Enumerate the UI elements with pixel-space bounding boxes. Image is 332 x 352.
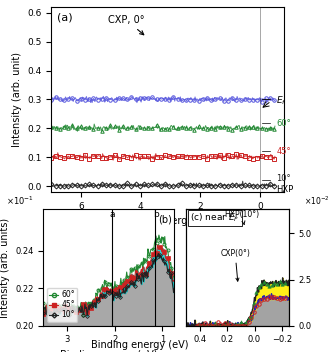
Y-axis label: Intensity (arb. unit): Intensity (arb. unit) <box>12 52 22 147</box>
Text: (a): (a) <box>57 13 73 23</box>
Text: CXP, 0°: CXP, 0° <box>108 15 144 35</box>
X-axis label: Binding energy (eV): Binding energy (eV) <box>60 350 157 352</box>
Text: 10°: 10° <box>277 174 291 183</box>
Y-axis label: Intensity (arb. units): Intensity (arb. units) <box>0 218 10 318</box>
Text: (c) near $E_F$: (c) near $E_F$ <box>190 212 240 224</box>
Text: Binding energy (eV): Binding energy (eV) <box>91 340 188 351</box>
Text: CXP(0°): CXP(0°) <box>220 249 250 281</box>
Text: a: a <box>110 210 116 219</box>
Text: $\times10^{-1}$: $\times10^{-1}$ <box>6 194 34 207</box>
Text: HXP(10°): HXP(10°) <box>224 210 260 225</box>
Text: $E_f$: $E_f$ <box>277 95 287 107</box>
Legend: 60°, 45°, 10°: 60°, 45°, 10° <box>47 288 77 322</box>
Text: 45°: 45° <box>277 147 291 156</box>
X-axis label: Binding energy (eV): Binding energy (eV) <box>119 216 216 226</box>
Text: (b): (b) <box>159 214 172 224</box>
Text: 60°: 60° <box>277 119 291 128</box>
Text: $\times10^{-2}$: $\times10^{-2}$ <box>304 194 330 207</box>
Text: b: b <box>153 210 159 219</box>
Text: HXP: HXP <box>277 185 294 194</box>
